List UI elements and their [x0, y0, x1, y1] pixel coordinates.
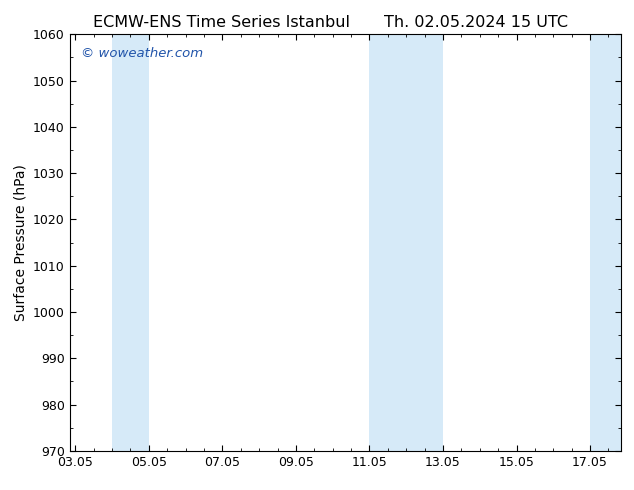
Bar — [590, 34, 621, 451]
Y-axis label: Surface Pressure (hPa): Surface Pressure (hPa) — [13, 164, 27, 321]
Text: Th. 02.05.2024 15 UTC: Th. 02.05.2024 15 UTC — [384, 15, 567, 30]
Bar — [370, 34, 443, 451]
Text: © woweather.com: © woweather.com — [81, 47, 203, 60]
Text: ECMW-ENS Time Series Istanbul: ECMW-ENS Time Series Istanbul — [93, 15, 351, 30]
Bar — [112, 34, 149, 451]
